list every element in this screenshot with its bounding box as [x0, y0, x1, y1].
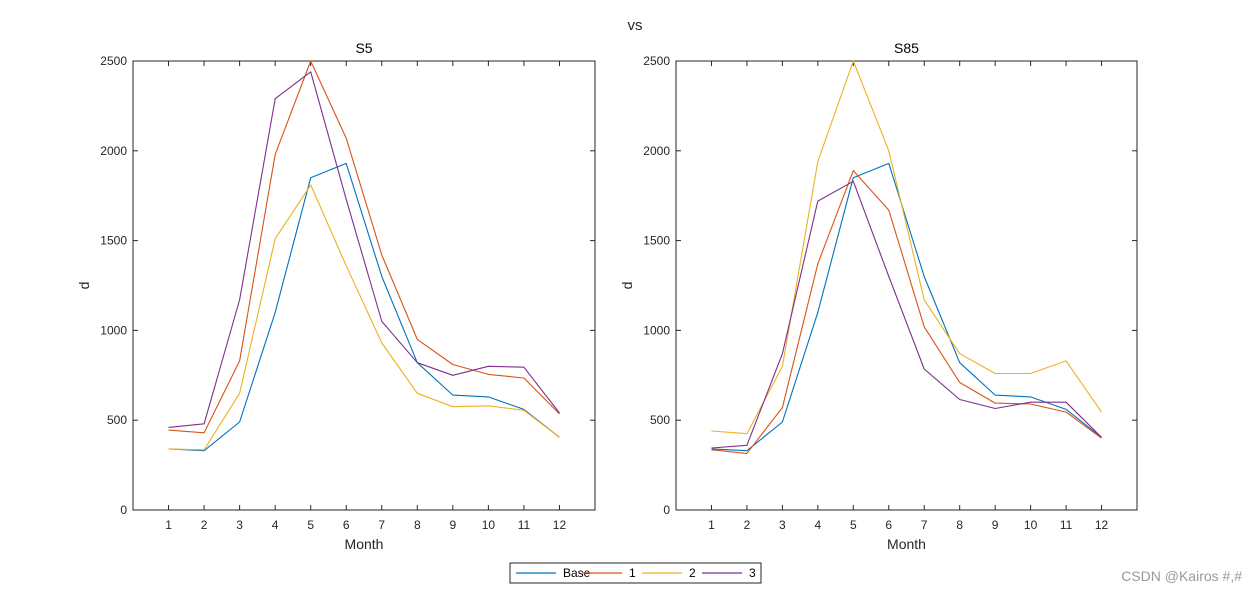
series-line-base: [168, 162, 560, 452]
y-tick-label: 1000: [100, 323, 127, 337]
x-tick-label: 12: [1095, 518, 1109, 532]
y-tick-label: 1500: [643, 234, 670, 248]
watermark: CSDN @Kairos #,#: [1121, 568, 1242, 584]
y-tick-label: 0: [663, 503, 670, 517]
legend-label: Base: [563, 566, 591, 580]
figure-title: vs: [628, 17, 643, 34]
axes-box: [132, 60, 596, 511]
y-tick-label: 2000: [643, 144, 670, 158]
series-line-1: [168, 60, 560, 434]
series-line-1: [711, 170, 1102, 454]
x-tick-label: 12: [553, 518, 567, 532]
x-tick-label: 8: [414, 518, 421, 532]
y-axis-label: d: [76, 282, 92, 290]
y-axis-label: d: [619, 282, 635, 290]
x-tick-label: 3: [236, 518, 243, 532]
x-tick-label: 11: [1060, 518, 1073, 532]
chart-title: S5: [355, 40, 372, 56]
x-tick-label: 5: [850, 518, 857, 532]
series-line-base: [711, 162, 1102, 452]
x-tick-label: 2: [744, 518, 751, 532]
y-tick-label: 0: [120, 503, 127, 517]
x-tick-label: 2: [201, 518, 208, 532]
series-line-2: [168, 184, 560, 451]
x-tick-label: 9: [992, 518, 999, 532]
legend: Base 1 2 3: [509, 562, 762, 584]
x-tick-label: 4: [272, 518, 279, 532]
chart-title: S85: [894, 40, 919, 56]
x-tick-label: 6: [343, 518, 350, 532]
series-line-3: [168, 71, 560, 428]
x-tick-label: 4: [815, 518, 822, 532]
y-tick-label: 500: [107, 413, 127, 427]
series-line-3: [711, 180, 1102, 449]
y-tick-label: 500: [650, 413, 670, 427]
x-tick-label: 9: [450, 518, 457, 532]
x-tick-label: 3: [779, 518, 786, 532]
x-tick-label: 10: [1024, 518, 1038, 532]
legend-label: 3: [749, 566, 756, 580]
x-tick-label: 1: [165, 518, 172, 532]
x-axis-label: Month: [887, 536, 926, 552]
y-tick-label: 1000: [643, 323, 670, 337]
legend-label: 1: [629, 566, 636, 580]
y-tick-label: 2000: [100, 144, 127, 158]
series-line-2: [711, 60, 1102, 435]
x-tick-label: 8: [956, 518, 963, 532]
x-tick-label: 10: [482, 518, 496, 532]
legend-box: [509, 562, 762, 584]
x-tick-label: 1: [708, 518, 715, 532]
y-tick-label: 1500: [100, 234, 127, 248]
x-tick-label: 5: [307, 518, 314, 532]
axes-box: [675, 60, 1138, 511]
x-tick-label: 11: [518, 518, 531, 532]
legend-label: 2: [689, 566, 696, 580]
y-tick-label: 2500: [643, 54, 670, 68]
x-tick-label: 7: [378, 518, 385, 532]
x-axis-label: Month: [345, 536, 384, 552]
y-tick-label: 2500: [100, 54, 127, 68]
x-tick-label: 7: [921, 518, 928, 532]
x-tick-label: 6: [885, 518, 892, 532]
